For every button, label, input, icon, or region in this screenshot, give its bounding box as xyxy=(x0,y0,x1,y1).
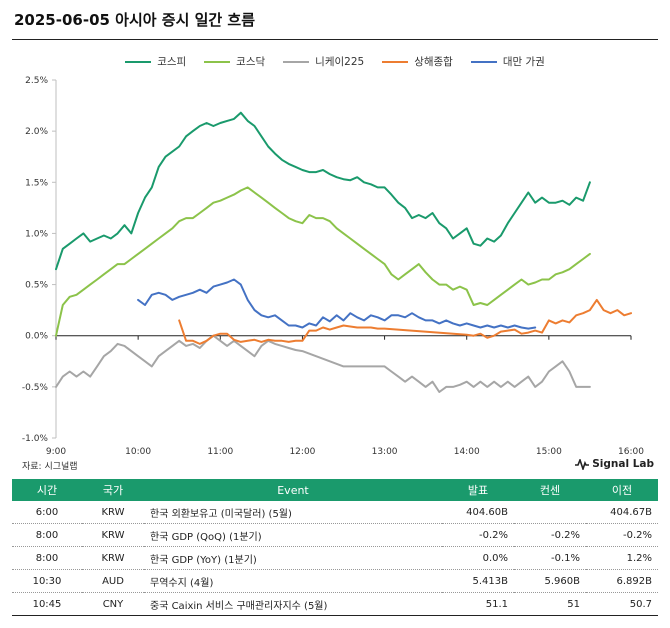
legend-swatch xyxy=(283,60,310,63)
series-line-3 xyxy=(178,298,632,345)
legend-swatch xyxy=(470,60,497,63)
table-row: 8:00 KRW 한국 GDP (YoY) (1분기) 0.0% -0.1% 1… xyxy=(12,546,658,570)
source-note: 자료: 시그널랩 xyxy=(22,462,78,472)
cell-previous: 6.892B xyxy=(586,569,658,593)
legend-item-kosdaq: 코스닥 xyxy=(204,54,265,69)
x-tick-label: 12:00 xyxy=(289,447,315,457)
legend-swatch xyxy=(204,60,231,63)
header-time: 시간 xyxy=(12,479,82,501)
y-tick-label: 1.0% xyxy=(25,229,48,239)
y-tick-label: 0.0% xyxy=(25,332,48,342)
table-row: 10:45 CNY 중국 Caixin 서비스 구매관리자지수 (5월) 51.… xyxy=(12,592,658,616)
legend-swatch xyxy=(382,60,409,63)
cell-consensus: 51 xyxy=(514,592,586,616)
table-row: 8:00 KRW 한국 GDP (QoQ) (1분기) -0.2% -0.2% … xyxy=(12,523,658,547)
legend-item-taiwan: 대만 가권 xyxy=(470,54,545,69)
line-chart: 2.5% 2.0% 1.5% 1.0% 0.5% 0.0% -0.5% -1.0% 9:00 10… xyxy=(22,76,644,457)
cell-previous: 1.2% xyxy=(586,546,658,570)
series-line-4 xyxy=(137,278,537,330)
legend-label: 대만 가권 xyxy=(502,56,545,68)
legend-label: 코스피 xyxy=(157,56,187,68)
cell-time: 8:00 xyxy=(12,523,82,547)
legend-label: 코스닥 xyxy=(236,56,266,68)
title-divider xyxy=(12,39,658,40)
page-title: 2025-06-05 아시아 증시 일간 흐름 xyxy=(14,11,256,29)
cell-actual: 5.413B xyxy=(442,569,514,593)
legend-item-kospi: 코스피 xyxy=(125,54,186,69)
cell-event: 한국 GDP (QoQ) (1분기) xyxy=(144,523,442,547)
y-tick-label: 2.5% xyxy=(25,76,48,86)
cell-event: 한국 GDP (YoY) (1분기) xyxy=(144,546,442,570)
x-tick-label: 10:00 xyxy=(125,447,151,457)
y-tick-label: 2.0% xyxy=(25,127,48,137)
cell-actual: 51.1 xyxy=(442,592,514,616)
cell-country: KRW xyxy=(82,546,144,570)
header-actual: 발표 xyxy=(442,479,514,501)
cell-time: 8:00 xyxy=(12,546,82,570)
cell-consensus: -0.1% xyxy=(514,546,586,570)
legend-label: 니케이225 xyxy=(315,56,365,68)
brand-logo: Signal Lab xyxy=(575,458,654,470)
signal-pulse-icon xyxy=(575,458,590,470)
cell-consensus: -0.2% xyxy=(514,523,586,547)
chart-legend: 코스피 코스닥 니케이225 상해종합 대만 가권 xyxy=(0,54,670,69)
cell-country: KRW xyxy=(82,523,144,547)
table-header-row: 시간 국가 Event 발표 컨센 이전 xyxy=(12,479,658,501)
y-tick-label: -1.0% xyxy=(22,434,49,444)
y-tick-label: 0.5% xyxy=(25,281,48,291)
legend-item-shanghai: 상해종합 xyxy=(382,54,453,69)
cell-previous: 50.7 xyxy=(586,592,658,616)
economic-events-table: 시간 국가 Event 발표 컨센 이전 6:00 KRW 한국 외환보유고 (… xyxy=(12,479,658,616)
y-tick-label: -0.5% xyxy=(22,383,49,393)
header-country: 국가 xyxy=(82,479,144,501)
header-previous: 이전 xyxy=(586,479,658,501)
cell-country: KRW xyxy=(82,501,144,524)
cell-time: 6:00 xyxy=(12,501,82,524)
x-tick-label: 11:00 xyxy=(207,447,233,457)
cell-event: 중국 Caixin 서비스 구매관리자지수 (5월) xyxy=(144,592,442,616)
cell-previous: 404.67B xyxy=(586,501,658,524)
cell-time: 10:45 xyxy=(12,592,82,616)
x-tick-label: 9:00 xyxy=(46,447,66,457)
series-line-1 xyxy=(55,186,591,337)
legend-label: 상해종합 xyxy=(414,56,453,68)
series-line-0 xyxy=(55,111,591,271)
series-line-2 xyxy=(55,334,591,393)
legend-item-nikkei: 니케이225 xyxy=(283,54,364,69)
x-tick-label: 15:00 xyxy=(536,447,562,457)
cell-country: AUD xyxy=(82,569,144,593)
header-event: Event xyxy=(144,479,442,501)
legend-swatch xyxy=(125,60,152,63)
cell-actual: 404.60B xyxy=(442,501,514,524)
header-consensus: 컨센 xyxy=(514,479,586,501)
cell-consensus xyxy=(514,501,586,524)
x-tick-label: 14:00 xyxy=(454,447,480,457)
cell-country: CNY xyxy=(82,592,144,616)
x-tick-label: 16:00 xyxy=(618,447,644,457)
cell-actual: 0.0% xyxy=(442,546,514,570)
cell-previous: -0.2% xyxy=(586,523,658,547)
x-tick-label: 13:00 xyxy=(372,447,398,457)
table-row: 10:30 AUD 무역수지 (4월) 5.413B 5.960B 6.892B xyxy=(12,569,658,593)
brand-name: Signal Lab xyxy=(592,458,654,470)
cell-time: 10:30 xyxy=(12,569,82,593)
y-tick-label: 1.5% xyxy=(25,178,48,188)
cell-event: 무역수지 (4월) xyxy=(144,569,442,593)
cell-actual: -0.2% xyxy=(442,523,514,547)
cell-event: 한국 외환보유고 (미국달러) (5월) xyxy=(144,501,442,524)
table-row: 6:00 KRW 한국 외환보유고 (미국달러) (5월) 404.60B 40… xyxy=(12,501,658,524)
cell-consensus: 5.960B xyxy=(514,569,586,593)
